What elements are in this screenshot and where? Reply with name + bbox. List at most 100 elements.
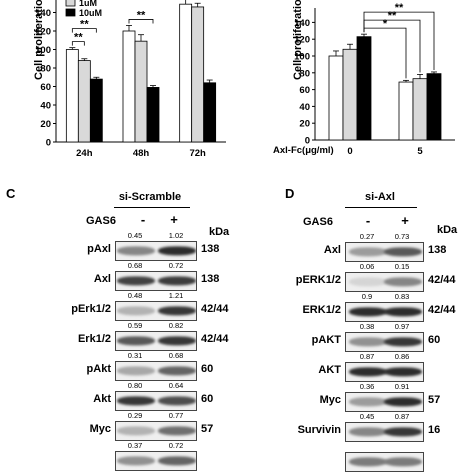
chart-a-y-tick-label: 80 — [40, 64, 51, 75]
band-minus — [117, 366, 155, 376]
chart-a-bars — [65, 0, 217, 143]
quant-value-plus: 0.77 — [168, 411, 184, 420]
chart-b-y-axis: 0 20 40 60 80 100 120 140 — [294, 8, 455, 147]
quant-value-minus: 0.48 — [127, 291, 143, 300]
band-minus — [117, 306, 155, 316]
chart-a-y-tick-label: 20 — [40, 119, 51, 130]
band-plus — [158, 456, 196, 466]
chart-b-y-tick-label: 20 — [299, 119, 310, 130]
blot-strip — [345, 332, 424, 352]
chart-a-y-tick-label: 60 — [40, 82, 51, 93]
quant-value-plus: 1.21 — [168, 291, 184, 300]
chart-b-proliferation-axlfc: Cell proliferation (% 0 20 40 60 80 100 120 140… — [273, 0, 455, 157]
panel-d-gas6-minus: - — [365, 213, 371, 228]
band-plus — [384, 367, 422, 377]
quant-value-minus: 0.36 — [359, 382, 375, 391]
panel-c-gas6-minus: - — [140, 212, 146, 227]
blot-strip — [345, 272, 424, 292]
band-plus — [384, 247, 422, 257]
panel-d-gas6-label: GAS6 — [303, 216, 333, 228]
chart-a-ylabel: Cell proliferation (% — [33, 0, 45, 80]
chart-b-y-tick-label: 40 — [299, 102, 310, 113]
band-plus — [384, 397, 422, 407]
kda-value: 138 — [428, 244, 447, 256]
chart-b-significance: ***** — [363, 2, 435, 79]
protein-label: ERK1/2 — [302, 304, 341, 316]
protein-label: AKT — [318, 364, 341, 376]
panel-d-gas6-plus: + — [401, 213, 409, 228]
panel-c-letter: C — [6, 186, 16, 201]
panel-d-condition-title: si-Axl — [365, 191, 395, 203]
chart-a-significance: ******** — [71, 9, 154, 46]
panel-c-gas6-plus: + — [170, 212, 178, 227]
quant-value-plus: 0.91 — [394, 382, 410, 391]
quant-value-minus: 0.45 — [359, 412, 375, 421]
chart-b-bars — [328, 33, 442, 141]
chart-a-y-tick-label: 40 — [40, 101, 51, 112]
chart-a-bar — [122, 30, 136, 143]
panel-d-western-blot-siaxl: D si-Axl GAS6 - + kDa 0.27 0.73 Axl 138 0.06… — [237, 180, 474, 474]
quant-value-minus: 0.31 — [127, 351, 143, 360]
chart-a-bar — [89, 78, 103, 143]
quant-value-minus: 0.37 — [127, 441, 143, 450]
panel-d-letter: D — [285, 186, 295, 201]
chart-a-legend-label-1um: 1uM — [79, 0, 97, 8]
panel-c-kda-header: kDa — [209, 226, 230, 238]
chart-b-bar — [342, 48, 358, 141]
band-minus — [117, 426, 155, 436]
band-plus — [158, 396, 196, 406]
chart-a-sig-label: ** — [74, 32, 83, 44]
protein-label: Axl — [93, 273, 111, 285]
blot-strip — [115, 301, 197, 321]
quant-value-plus: 0.68 — [168, 351, 184, 360]
protein-label: pAxl — [87, 243, 111, 255]
quant-value-plus: 0.64 — [168, 381, 184, 390]
band-plus — [158, 276, 196, 286]
chart-b-bar — [328, 55, 344, 141]
chart-b-x-tick-label: 5 — [417, 146, 423, 157]
protein-label: Akt — [93, 393, 111, 405]
chart-a-bar — [134, 40, 148, 143]
chart-a-legend-label-10um: 10uM — [79, 8, 102, 18]
blot-strip — [345, 452, 424, 472]
protein-label: pErk1/2 — [71, 303, 111, 315]
chart-b-xlabel: Axl-Fc(μg/ml) — [273, 145, 334, 156]
band-minus — [349, 277, 387, 287]
chart-a-legend-swatch-10um — [65, 8, 76, 17]
chart-b-sig-bracket — [363, 11, 435, 70]
chart-b-y-tick-label: 100 — [294, 52, 310, 63]
panel-c-gas6-label: GAS6 — [86, 215, 116, 227]
chart-b-y-tick-label: 120 — [294, 35, 310, 46]
band-plus — [158, 336, 196, 346]
chart-a-x-tick-label: 48h — [133, 148, 150, 159]
protein-label: pERK1/2 — [295, 274, 341, 286]
protein-label: pAKT — [311, 334, 341, 346]
blot-strip — [345, 422, 424, 442]
chart-b-bar — [356, 36, 372, 141]
blot-strip — [115, 331, 197, 351]
band-minus — [117, 456, 155, 466]
quant-value-plus: 0.86 — [394, 352, 410, 361]
chart-a-proliferation-time: Cell proliferation (% 0 20 40 60 80 100 120 140… — [33, 0, 226, 159]
blot-strip — [115, 241, 197, 261]
band-minus — [117, 396, 155, 406]
quant-value-minus: 0.29 — [127, 411, 143, 420]
protein-label: Survivin — [297, 424, 341, 436]
panel-c-western-blot-scramble: C si-Scramble GAS6 - + kDa 0.45 1.02 pAxl 1… — [0, 180, 237, 474]
chart-a-bar — [179, 3, 193, 143]
blot-strip — [345, 302, 424, 322]
chart-b-sig-label: * — [383, 18, 388, 30]
band-minus — [349, 367, 387, 377]
protein-label: pAkt — [86, 363, 111, 375]
chart-a-x-tick-label: 24h — [76, 148, 93, 159]
panel-c-condition-title: si-Scramble — [118, 191, 182, 203]
chart-a-x-tick-label: 72h — [189, 148, 206, 159]
chart-a-y-tick-label: 140 — [35, 8, 51, 19]
band-plus — [384, 307, 422, 317]
chart-b-bar — [412, 78, 428, 141]
band-minus — [349, 457, 387, 467]
chart-a-sig-label: ** — [137, 9, 146, 21]
chart-b-bar — [398, 81, 414, 141]
band-minus — [349, 337, 387, 347]
